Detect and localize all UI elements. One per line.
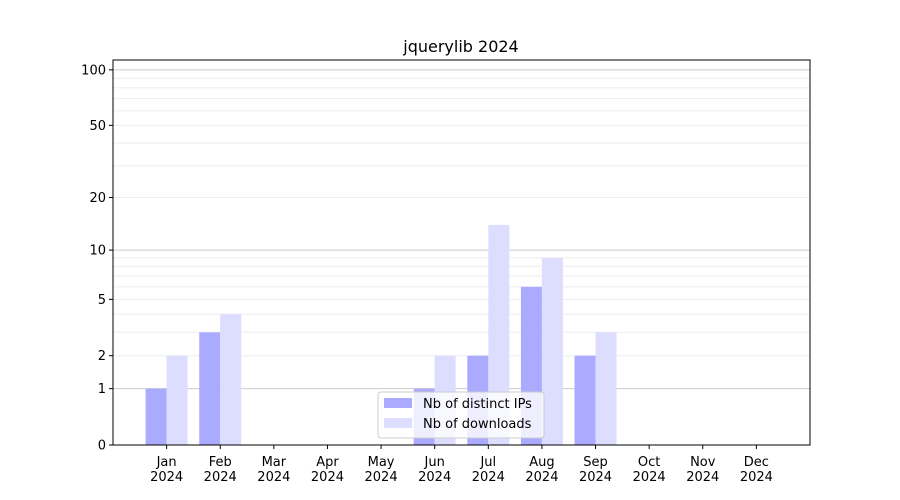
x-tick-label: Mar 2024 — [257, 455, 290, 485]
x-tick-label: Aug 2024 — [525, 455, 558, 485]
y-axis: 0 1 2 5 10 20 50 100 — [81, 63, 113, 454]
chart-title: jquerylib 2024 — [402, 37, 518, 56]
x-tick-label: Dec 2024 — [740, 455, 773, 485]
y-tick-label: 2 — [98, 349, 106, 364]
y-tick-label: 0 — [98, 439, 106, 454]
bar-downloads — [595, 332, 617, 445]
y-tick-label: 100 — [81, 63, 106, 78]
x-tick-label: May 2024 — [365, 455, 398, 485]
x-tick-label: Feb 2024 — [204, 455, 237, 485]
y-tick-label: 50 — [89, 119, 106, 134]
x-tick-label: Apr 2024 — [311, 455, 344, 485]
x-tick-label: Jul 2024 — [472, 455, 505, 485]
bar-distinct-ips — [574, 355, 596, 445]
y-tick-label: 10 — [89, 244, 106, 259]
legend-label: Nb of distinct IPs — [423, 397, 532, 412]
bar-downloads — [166, 355, 188, 445]
legend-swatch — [384, 418, 412, 428]
y-tick-label: 1 — [98, 382, 106, 397]
plot-frame — [112, 59, 811, 446]
y-tick-label: 20 — [89, 191, 106, 206]
legend-swatch — [384, 398, 412, 408]
x-tick-label: Nov 2024 — [686, 455, 719, 485]
legend: Nb of distinct IPs Nb of downloads — [377, 391, 545, 439]
bar-distinct-ips — [199, 332, 221, 445]
x-tick-label: Jan 2024 — [150, 455, 183, 485]
bar-distinct-ips — [145, 388, 167, 445]
legend-label: Nb of downloads — [423, 417, 532, 432]
x-tick-label: Jun 2024 — [418, 455, 451, 485]
grid — [113, 69, 810, 390]
bar-downloads — [488, 224, 510, 445]
bar-downloads — [220, 314, 242, 445]
bar-downloads — [541, 257, 563, 445]
y-tick-label: 5 — [98, 293, 106, 308]
legend-box — [377, 391, 545, 439]
x-tick-label: Oct 2024 — [633, 455, 666, 485]
x-axis: Jan 2024 Feb 2024 Mar 2024 Apr 2024 May 2024 Jun 20… — [150, 445, 773, 485]
x-tick-label: Sep 2024 — [579, 455, 612, 485]
